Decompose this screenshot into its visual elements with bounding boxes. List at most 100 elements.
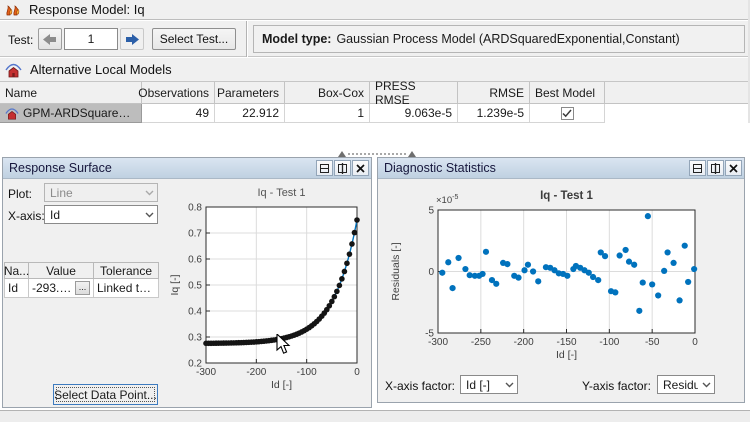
- x-axis-label: X-axis:: [8, 209, 45, 223]
- next-test-button[interactable]: [120, 28, 144, 50]
- column-header-box-cox[interactable]: Box-Cox: [285, 82, 370, 104]
- best-model-checkbox[interactable]: [560, 106, 574, 120]
- factor-value: -293.877: [32, 281, 74, 295]
- model-type-box: Model type: Gaussian Process Model (ARDS…: [253, 25, 745, 53]
- close-icon: [356, 163, 365, 173]
- factor-column-value[interactable]: Value: [29, 262, 94, 279]
- right-arrow-icon: [126, 33, 139, 45]
- left-arrow-icon: [43, 33, 56, 45]
- splitter-handle[interactable]: [338, 150, 416, 157]
- svg-text:0.4: 0.4: [188, 307, 202, 318]
- column-header-observations[interactable]: Observations: [138, 82, 215, 104]
- diagnostic-statistics-panel: Diagnostic Statistics -300 -250 -200 -150 -1…: [377, 157, 745, 403]
- press-rmse-cell: 9.063e-5: [370, 104, 458, 123]
- chevron-down-icon: [501, 382, 517, 388]
- factor-column-tolerance[interactable]: Tolerance: [94, 262, 159, 279]
- plot-type-dropdown[interactable]: Line: [44, 183, 158, 202]
- factor-column-name[interactable]: Na...: [3, 262, 30, 279]
- model-type-value: Gaussian Process Model (ARDSquaredExpone…: [336, 32, 680, 46]
- factor-value-cell[interactable]: -293.877 ...: [29, 279, 94, 298]
- diagnostic-statistics-titlebar: Diagnostic Statistics: [378, 158, 744, 179]
- chevron-down-icon: [141, 190, 157, 196]
- panel-undock-button[interactable]: [334, 160, 351, 176]
- panel-close-button[interactable]: [352, 160, 369, 176]
- test-number-input[interactable]: 1: [64, 28, 118, 50]
- column-header-filler: [605, 82, 750, 104]
- factor-table: Na... Value Tolerance Id -293.877 ... Li…: [4, 262, 159, 298]
- dock-icon: [693, 163, 702, 173]
- column-header-rmse[interactable]: RMSE: [458, 82, 530, 104]
- alternative-local-models-header: Alternative Local Models: [0, 58, 750, 82]
- svg-text:Iq [-]: Iq [-]: [169, 274, 181, 295]
- column-header-best-model[interactable]: Best Model: [530, 82, 605, 104]
- response-surface-panel: Response Surface Plot: Line: [2, 157, 372, 408]
- panel-undock-button[interactable]: [707, 160, 724, 176]
- observations-cell: 49: [142, 104, 215, 123]
- panel-close-button[interactable]: [725, 160, 742, 176]
- edit-value-button[interactable]: ...: [75, 281, 90, 295]
- response-surface-content: Plot: Line X-axis: Id Na... Value Tolera…: [3, 179, 371, 407]
- plot-type-value: Line: [50, 185, 73, 200]
- svg-text:0: 0: [428, 267, 434, 278]
- svg-text:-150: -150: [556, 337, 576, 348]
- x-axis-factor-dropdown[interactable]: Id [-]: [460, 375, 518, 394]
- svg-text:-5: -5: [425, 329, 434, 340]
- chevron-down-icon: [698, 382, 714, 388]
- factor-row[interactable]: Id -293.877 ... Linked to ...: [4, 279, 159, 298]
- test-toolbar: Test: 1 Select Test... Model type: Gauss…: [0, 21, 750, 57]
- table-row[interactable]: GPM-ARDSquaredExpo... 49 22.912 1 9.063e…: [0, 104, 750, 123]
- y-axis-factor-value: Residu...: [663, 377, 698, 392]
- status-strip: [0, 410, 750, 422]
- x-axis-factor-label: X-axis factor:: [385, 379, 456, 393]
- svg-text:5: 5: [428, 206, 434, 217]
- response-surface-plot[interactable]: -300 -200 -100 0 0.2 0.3 0.4 0.5 0.6 0.7 0.8 Id [-]…: [163, 180, 371, 406]
- undock-icon: [338, 162, 347, 174]
- x-axis-value: Id: [50, 207, 61, 222]
- diagnostic-statistics-title: Diagnostic Statistics: [384, 161, 496, 175]
- svg-text:-300: -300: [196, 367, 216, 378]
- svg-text:0.3: 0.3: [188, 333, 202, 344]
- svg-text:0.8: 0.8: [188, 203, 202, 214]
- svg-text:0.7: 0.7: [188, 229, 202, 240]
- y-axis-factor-dropdown[interactable]: Residu...: [657, 375, 715, 394]
- svg-text:-100: -100: [297, 367, 317, 378]
- svg-text:-50: -50: [645, 337, 660, 348]
- factor-table-header: Na... Value Tolerance: [4, 262, 159, 279]
- y-axis-factor-label: Y-axis factor:: [582, 379, 651, 393]
- svg-text:0.2: 0.2: [188, 359, 202, 370]
- previous-test-button[interactable]: [38, 28, 62, 50]
- select-test-button[interactable]: Select Test...: [152, 28, 236, 50]
- panel-dock-button[interactable]: [689, 160, 706, 176]
- model-name: GPM-ARDSquaredExpo...: [23, 106, 136, 120]
- window-titlebar: Response Model: Iq: [0, 0, 750, 20]
- model-name-cell[interactable]: GPM-ARDSquaredExpo...: [0, 104, 142, 123]
- panel-dock-button[interactable]: [316, 160, 333, 176]
- svg-text:0: 0: [692, 337, 698, 348]
- local-model-icon: [5, 63, 22, 77]
- svg-text:Id [-]: Id [-]: [271, 379, 292, 391]
- svg-text:Iq - Test 1: Iq - Test 1: [257, 187, 305, 199]
- mouse-cursor: [276, 334, 291, 354]
- alternative-local-models-title: Alternative Local Models: [30, 62, 172, 77]
- svg-text:-300: -300: [428, 337, 448, 348]
- undock-icon: [711, 162, 720, 174]
- test-label: Test:: [8, 33, 34, 47]
- factor-tolerance-cell: Linked to ...: [94, 279, 159, 298]
- window-right-edge: [748, 0, 750, 123]
- box-cox-cell: 1: [285, 104, 370, 123]
- rmse-cell: 1.239e-5: [458, 104, 530, 123]
- factor-tolerance: Linked to ...: [97, 281, 155, 295]
- svg-text:0.6: 0.6: [188, 255, 202, 266]
- select-data-point-button[interactable]: Select Data Point...: [53, 384, 158, 405]
- column-header-name[interactable]: Name: [0, 82, 142, 104]
- column-header-press-rmse[interactable]: PRESS RMSE: [370, 79, 458, 107]
- dock-icon: [320, 163, 329, 173]
- chevron-down-icon: [141, 212, 157, 218]
- column-header-parameters[interactable]: Parameters: [215, 82, 285, 104]
- row-filler: [605, 104, 750, 123]
- check-icon: [562, 109, 572, 117]
- response-surface-title: Response Surface: [9, 161, 112, 175]
- x-axis-dropdown[interactable]: Id: [44, 205, 158, 224]
- toolbar-divider: [246, 21, 247, 57]
